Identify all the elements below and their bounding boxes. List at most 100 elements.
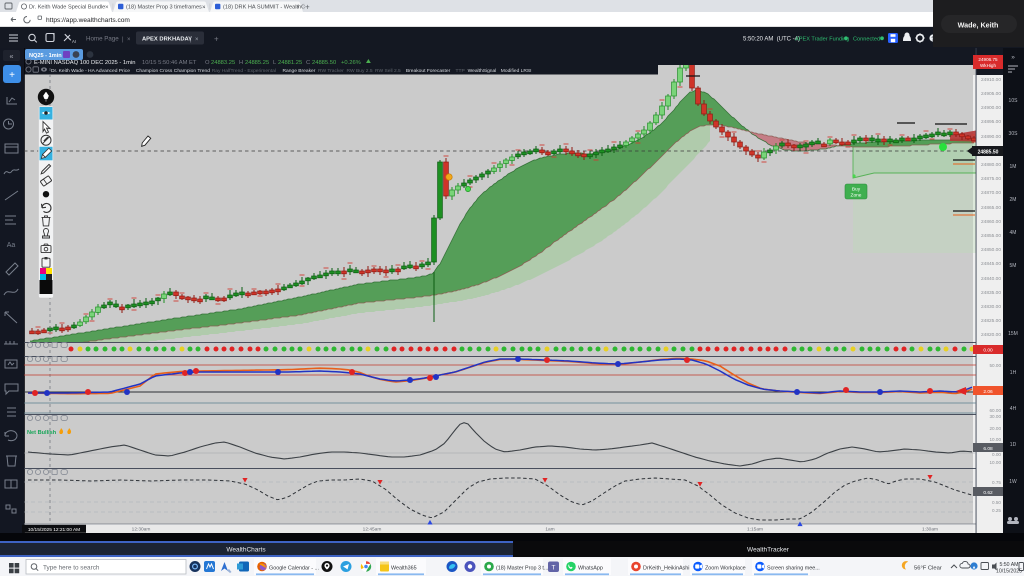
svg-text:24860.00: 24860.00 [981,219,1001,225]
svg-text:(18) Master Prop 3 timeframes: (18) Master Prop 3 timeframes - [126,5,205,11]
svg-text:5M: 5M [1010,263,1017,269]
svg-text:APEX DRKHADAY: APEX DRKHADAY [142,37,192,43]
svg-text:24900.00: 24900.00 [981,105,1001,111]
svg-text:5:50 AM: 5:50 AM [999,562,1018,568]
svg-text:0.62: 0.62 [983,490,993,496]
svg-text:×: × [127,37,131,43]
svg-text:Breakout Forecaster: Breakout Forecaster [406,68,451,74]
svg-text:10/15/2025 12:21:00 AM: 10/15/2025 12:21:00 AM [28,527,80,533]
svg-text:Home Page: Home Page [86,36,119,43]
svg-text:×: × [296,4,300,11]
svg-text:2.06: 2.06 [983,389,993,395]
svg-text:L: L [273,60,277,66]
svg-text:24881.25: 24881.25 [278,60,302,66]
svg-text:1D: 1D [1010,442,1017,448]
svg-text:24883.25: 24883.25 [211,60,235,66]
svg-text:WealthSignal: WealthSignal [468,68,497,74]
svg-text:50.00: 50.00 [990,363,1002,368]
svg-text:12:30am: 12:30am [132,527,151,533]
svg-text:Type here to search: Type here to search [43,565,100,572]
svg-text:E-MINI NASDAQ 100 DEC 2025 - 1: E-MINI NASDAQ 100 DEC 2025 - 1min [34,60,135,66]
svg-text:24905.00: 24905.00 [981,91,1001,97]
svg-text:(18) DRK HA SUMMIT - WealthC: (18) DRK HA SUMMIT - WealthC [223,5,305,11]
svg-text:0.00: 0.00 [983,348,993,354]
svg-text:24830.00: 24830.00 [981,304,1001,310]
svg-text:24910.00: 24910.00 [981,77,1001,83]
svg-text:24850.00: 24850.00 [981,247,1001,253]
svg-text:2M: 2M [1010,197,1017,203]
svg-text:RW Sell 2.5: RW Sell 2.5 [375,68,401,74]
svg-text:10S: 10S [1009,98,1019,104]
svg-text:30.00: 30.00 [990,414,1002,419]
svg-text:24870.00: 24870.00 [981,190,1001,196]
svg-text:0.75: 0.75 [992,480,1001,485]
svg-text:24865.00: 24865.00 [981,205,1001,211]
svg-text:Ray HalfTrend - Experimental: Ray HalfTrend - Experimental [212,68,276,74]
svg-text:24890.00: 24890.00 [981,134,1001,140]
svg-text:24885.50: 24885.50 [978,150,999,156]
svg-text:Dr. Keith Wade - HA Advanced P: Dr. Keith Wade - HA Advanced Price [51,68,130,74]
svg-text:10.00: 10.00 [990,460,1002,465]
svg-text:10/15 5:50:46 AM ET: 10/15 5:50:46 AM ET [142,60,197,66]
svg-text:1H: 1H [1010,370,1017,376]
svg-text:0.50: 0.50 [992,500,1001,505]
svg-text:Buy: Buy [852,187,861,193]
svg-text:6.08: 6.08 [983,446,993,452]
svg-text:H: H [239,60,243,66]
svg-text:(18) Master Prop 3 t...: (18) Master Prop 3 t... [496,565,548,571]
svg-text:×: × [202,4,206,11]
svg-text:24840.00: 24840.00 [981,276,1001,282]
svg-text:Google Calendar - ...: Google Calendar - ... [269,565,319,571]
svg-text:+: + [214,35,219,44]
svg-text:+: + [305,2,310,11]
svg-text:WhatsApp: WhatsApp [578,565,603,571]
svg-text:24825.00: 24825.00 [981,318,1001,324]
svg-text:×: × [195,37,199,43]
svg-text:60.00: 60.00 [990,408,1002,413]
svg-text:▲: ▲ [972,564,977,569]
svg-text:1am: 1am [545,527,554,533]
svg-text:|: | [122,37,124,43]
svg-text:12:45am: 12:45am [363,527,382,533]
svg-text:1M: 1M [1010,164,1017,170]
svg-text:24895.00: 24895.00 [981,119,1001,125]
svg-text:C: C [306,60,310,66]
svg-text:Wealth365: Wealth365 [391,565,417,571]
svg-text:1W: 1W [1009,479,1017,485]
svg-text:5:50:20 AM (UTC -4): 5:50:20 AM (UTC -4) [743,37,800,43]
svg-text:Screen sharing mee...: Screen sharing mee... [767,565,820,571]
svg-text:24845.00: 24845.00 [981,261,1001,267]
svg-text:0.25: 0.25 [992,508,1001,513]
svg-text:RW Tracker: RW Tracker [318,68,344,74]
svg-text:1:15am: 1:15am [747,527,763,533]
svg-text:»: » [1011,54,1015,61]
svg-text:24875.00: 24875.00 [981,176,1001,182]
svg-text:+: + [9,70,15,81]
svg-text:Range Breaker: Range Breaker [283,68,316,74]
svg-text:24835.00: 24835.00 [981,290,1001,296]
svg-text:Dr. Keith Wade Special Bundle: Dr. Keith Wade Special Bundle [29,5,105,11]
svg-text:Zoom Workplace: Zoom Workplace [705,565,746,571]
svg-text:Connected: Connected [853,36,880,42]
svg-text:O: O [205,60,210,66]
svg-text:24880.00: 24880.00 [981,162,1001,168]
svg-text:10/15/2025: 10/15/2025 [996,569,1022,575]
svg-text:4H: 4H [1010,406,1017,412]
svg-text:RW Buy 2.5: RW Buy 2.5 [347,68,373,74]
svg-text:30S: 30S [1009,131,1019,137]
svg-text:10.00: 10.00 [990,437,1002,442]
svg-text:20.00: 20.00 [990,426,1002,431]
svg-text:Aa: Aa [7,242,16,249]
svg-text:|: | [190,37,192,43]
svg-text:Champion Trend: Champion Trend [174,68,210,74]
svg-text:Champion Cross: Champion Cross [136,68,173,74]
svg-text:APEX Trader Funding: APEX Trader Funding [795,36,849,42]
svg-text:15M: 15M [1008,331,1018,337]
svg-text:×: × [105,4,109,11]
svg-text:WealthCharts: WealthCharts [226,547,266,554]
svg-text:24885.50: 24885.50 [312,60,336,66]
svg-text:Wade, Keith: Wade, Keith [958,21,999,30]
svg-text:56°F Clear: 56°F Clear [914,565,942,571]
svg-text:Zone: Zone [851,193,862,199]
svg-text:24820.00: 24820.00 [981,332,1001,338]
